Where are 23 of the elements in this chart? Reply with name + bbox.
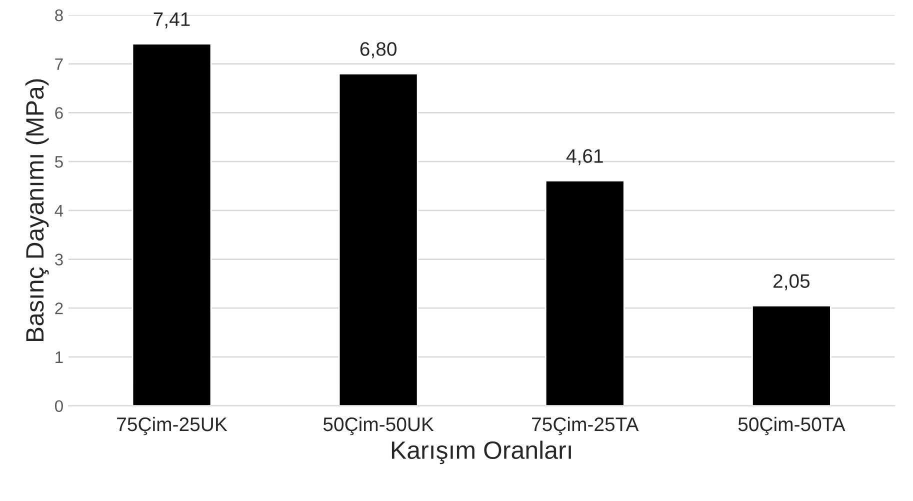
data-label: 2,05 xyxy=(774,274,810,290)
data-label: 7,41 xyxy=(154,12,190,28)
bar xyxy=(338,72,418,406)
x-tick-label: 50Çim-50UK xyxy=(323,416,434,436)
y-tick-label: 3 xyxy=(54,254,63,266)
y-tick-label: 1 xyxy=(56,352,63,363)
data-label: 6,80 xyxy=(360,42,396,58)
bar xyxy=(752,304,832,406)
x-tick-label: 75Çim-25TA xyxy=(532,416,639,436)
y-tick-label: 4 xyxy=(54,204,64,216)
x-tick-label: 50Çim-50TA xyxy=(738,416,846,436)
x-tick-label: 75Çim-25UK xyxy=(117,416,228,436)
bar xyxy=(132,43,212,406)
y-tick-label: 0 xyxy=(54,400,63,412)
y-tick-label: 8 xyxy=(55,9,63,22)
y-tick-label: 6 xyxy=(55,107,63,119)
y-tick-label: 2 xyxy=(55,302,63,314)
x-axis-title: Karışım Oranları xyxy=(392,440,571,464)
y-tick-label: 7 xyxy=(55,58,63,70)
bar xyxy=(544,180,625,406)
data-label: 4,61 xyxy=(566,149,603,166)
y-tick-label: 5 xyxy=(55,156,63,168)
y-axis-title: Basınç Dayanımı (MPa) xyxy=(25,79,49,342)
